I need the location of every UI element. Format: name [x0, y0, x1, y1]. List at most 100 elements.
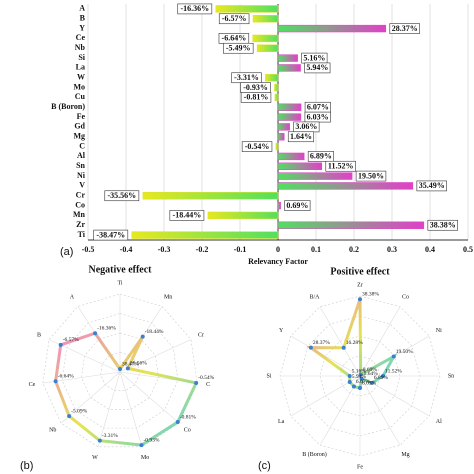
- axis-label: Mg: [401, 452, 409, 458]
- y-tick-label: W: [77, 73, 85, 82]
- axis-label: Si: [266, 373, 271, 379]
- x-tick-label: -0.1: [234, 245, 247, 254]
- value-label: 38.38%: [362, 292, 379, 298]
- y-tick-label: C: [79, 141, 85, 150]
- radar-point: [359, 376, 364, 381]
- value-label: 16.28%: [346, 340, 363, 346]
- y-tick-label: Si: [78, 53, 85, 62]
- spoke: [359, 375, 401, 446]
- radar-line: [54, 331, 199, 447]
- y-tick-label: B (Boron): [51, 102, 85, 111]
- radar-point: [194, 380, 199, 385]
- radar-point: [358, 386, 362, 391]
- y-tick-label: Fe: [77, 112, 86, 121]
- spoke: [97, 371, 121, 447]
- value-label: -38.47%: [96, 230, 125, 239]
- label-box: [240, 92, 272, 103]
- bar: [277, 172, 353, 180]
- y-tick-label: V: [79, 181, 85, 190]
- bar: [277, 113, 302, 121]
- x-tick-label: 0.5: [463, 245, 473, 254]
- axis-label: Fe: [357, 464, 363, 470]
- radar-point: [125, 366, 130, 371]
- spoke: [359, 306, 401, 377]
- label-box: [169, 210, 205, 221]
- label-box: [284, 200, 311, 211]
- axis-label: Zr: [357, 282, 363, 288]
- axis-label: B: [37, 332, 41, 338]
- bar: [142, 192, 279, 200]
- radar-point: [139, 443, 144, 448]
- radar-point: [391, 354, 396, 359]
- y-tick-label: Zr: [76, 220, 85, 229]
- value-label: 35.49%: [419, 181, 445, 190]
- x-tick-label: -0.2: [196, 245, 209, 254]
- axis-label: Mo: [141, 455, 149, 461]
- spoke: [119, 339, 192, 373]
- axis-label: Co: [184, 428, 191, 434]
- spoke: [119, 371, 143, 447]
- y-tick-label: Co: [75, 200, 85, 209]
- spoke: [319, 306, 361, 377]
- axis-label: Al: [436, 419, 442, 425]
- axis-label: C: [206, 382, 210, 388]
- value-label: 6.03%: [307, 112, 329, 121]
- spoke: [290, 335, 361, 377]
- value-label: 5.16%: [352, 368, 367, 374]
- value-label: 6.03%: [362, 380, 377, 386]
- radar-point: [358, 372, 363, 377]
- value-label: -0.54%: [245, 142, 270, 151]
- label-box: [325, 160, 356, 172]
- value-label: 5.94%: [306, 63, 328, 72]
- value-label: -0.54%: [198, 375, 214, 381]
- value-label: -5.09%: [71, 408, 87, 414]
- label-box: [241, 141, 273, 152]
- x-tick-label: 0: [276, 245, 280, 254]
- label-box: [416, 180, 447, 192]
- value-label: 0.69%: [363, 367, 378, 373]
- bar: [274, 93, 279, 102]
- value-label: 6.07%: [307, 103, 329, 112]
- value-label: -18.44%: [173, 211, 202, 220]
- axis-label: B/A: [309, 295, 320, 301]
- x-tick-label: -0.5: [82, 245, 95, 254]
- bar: [252, 34, 279, 43]
- value-label: -0.93%: [243, 83, 268, 92]
- y-tick-label: A: [79, 4, 85, 13]
- label-box: [218, 13, 250, 25]
- bar: [215, 5, 279, 13]
- grid-ring: [81, 332, 159, 410]
- y-tick-label: Sn: [76, 161, 85, 170]
- value-label: 35.56%: [130, 361, 147, 367]
- chart-title: Negative effect: [88, 264, 152, 275]
- value-label: 19.50%: [358, 171, 384, 180]
- label-box: [389, 23, 420, 34]
- grid-ring: [42, 293, 198, 448]
- panel-label: (b): [20, 460, 33, 472]
- bar: [131, 231, 279, 239]
- label-box: [427, 219, 458, 231]
- value-label: -6.64%: [222, 34, 247, 43]
- radar-point: [351, 384, 356, 389]
- bar: [252, 15, 279, 23]
- value-label: -0.81%: [180, 414, 196, 420]
- y-tick-label: Al: [77, 151, 86, 160]
- value-label: -0.93%: [143, 437, 159, 443]
- y-tick-label: La: [76, 63, 85, 72]
- radar-point: [53, 379, 58, 384]
- bar: [277, 201, 281, 210]
- radar-point: [308, 345, 313, 350]
- axis-label: Y: [279, 328, 284, 334]
- value-label: -3.31%: [102, 433, 118, 439]
- axis-label: Cr: [198, 332, 204, 338]
- value-label: -3.31%: [234, 73, 259, 82]
- y-tick-label: Mg: [73, 132, 85, 141]
- radar-point: [140, 334, 145, 339]
- spoke: [119, 371, 180, 424]
- y-tick-label: Ni: [77, 171, 86, 180]
- bar: [277, 103, 302, 111]
- x-tick-label: 0.1: [311, 245, 321, 254]
- y-tick-label: Ce: [76, 33, 86, 42]
- value-label: -0.81%: [244, 93, 269, 102]
- y-tick-label: Cr: [76, 191, 86, 200]
